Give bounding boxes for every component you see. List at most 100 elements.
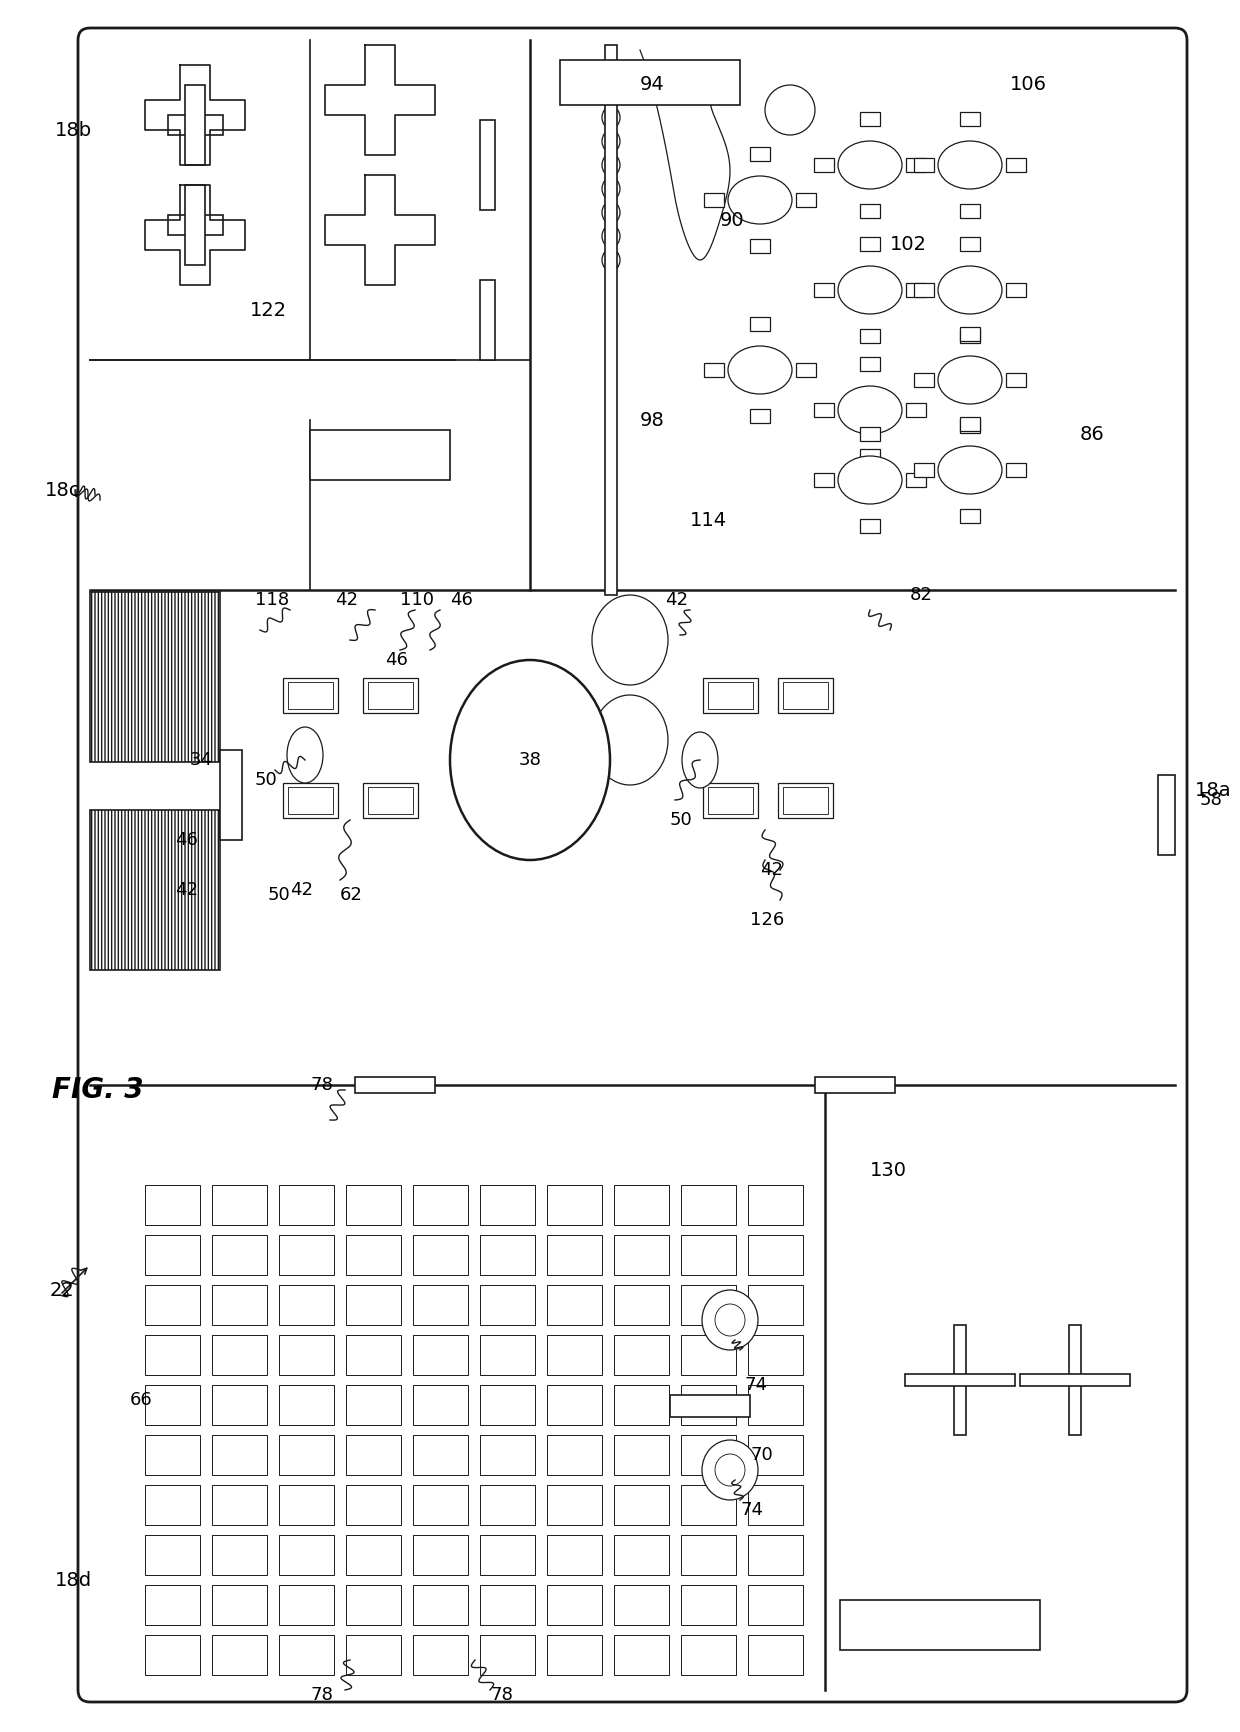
Ellipse shape xyxy=(838,140,901,189)
Bar xyxy=(145,1484,200,1524)
Bar xyxy=(614,1285,670,1325)
Bar xyxy=(681,1235,737,1275)
Text: 42: 42 xyxy=(760,861,782,880)
Bar xyxy=(145,1535,200,1574)
Bar xyxy=(145,1585,200,1625)
Bar xyxy=(547,1285,601,1325)
Bar xyxy=(91,592,219,762)
Bar xyxy=(413,1535,467,1574)
Bar xyxy=(480,1535,534,1574)
Text: 98: 98 xyxy=(640,410,665,430)
Bar xyxy=(906,473,926,487)
Bar xyxy=(614,1185,670,1225)
Bar xyxy=(1006,282,1025,296)
Bar xyxy=(413,1235,467,1275)
Ellipse shape xyxy=(838,456,901,504)
Bar xyxy=(547,1635,601,1675)
Text: FIG. 3: FIG. 3 xyxy=(52,1076,144,1103)
Bar xyxy=(614,1335,670,1375)
Text: 18d: 18d xyxy=(55,1571,92,1590)
Bar xyxy=(480,120,495,210)
Bar xyxy=(185,185,205,265)
Text: 74: 74 xyxy=(745,1375,768,1394)
Bar xyxy=(748,1185,804,1225)
Bar xyxy=(777,677,833,714)
Bar xyxy=(212,1285,267,1325)
Ellipse shape xyxy=(702,1439,758,1500)
Bar xyxy=(279,1535,334,1574)
Ellipse shape xyxy=(682,733,718,788)
Bar xyxy=(413,1285,467,1325)
Bar xyxy=(547,1386,601,1425)
Text: 90: 90 xyxy=(720,211,745,230)
Text: 86: 86 xyxy=(1080,426,1105,445)
Bar xyxy=(480,1436,534,1476)
Bar xyxy=(480,1484,534,1524)
Text: 42: 42 xyxy=(335,591,358,610)
Bar xyxy=(547,1436,601,1476)
Ellipse shape xyxy=(702,1290,758,1349)
Text: 106: 106 xyxy=(1011,76,1047,95)
Bar xyxy=(547,1335,601,1375)
Ellipse shape xyxy=(591,695,668,785)
Bar xyxy=(914,372,934,386)
Bar xyxy=(310,430,450,480)
Bar xyxy=(547,1185,601,1225)
Text: 58: 58 xyxy=(1200,792,1223,809)
Bar xyxy=(960,204,980,218)
Bar xyxy=(960,327,980,341)
Bar xyxy=(839,1600,1040,1651)
Bar xyxy=(1021,1373,1130,1386)
Bar xyxy=(547,1585,601,1625)
Text: 42: 42 xyxy=(665,591,688,610)
Text: 50: 50 xyxy=(268,887,290,904)
Bar xyxy=(954,1325,966,1436)
Bar xyxy=(782,682,828,708)
Ellipse shape xyxy=(838,386,901,435)
Bar xyxy=(708,786,753,814)
Bar xyxy=(279,1436,334,1476)
Bar xyxy=(346,1484,401,1524)
Bar xyxy=(906,404,926,417)
Bar xyxy=(212,1535,267,1574)
Bar xyxy=(355,1077,435,1093)
Text: 78: 78 xyxy=(310,1076,332,1095)
Bar xyxy=(914,462,934,476)
Ellipse shape xyxy=(715,1453,745,1486)
Bar xyxy=(1069,1325,1081,1436)
Bar xyxy=(145,1635,200,1675)
Text: 46: 46 xyxy=(384,651,408,669)
Bar xyxy=(748,1585,804,1625)
Bar xyxy=(212,1436,267,1476)
Bar xyxy=(750,147,770,161)
Bar xyxy=(219,750,242,840)
Bar xyxy=(185,85,205,165)
Bar xyxy=(861,449,880,462)
Bar xyxy=(681,1386,737,1425)
Bar xyxy=(914,158,934,171)
Bar xyxy=(960,509,980,523)
Bar xyxy=(750,317,770,331)
Bar xyxy=(960,417,980,431)
Bar xyxy=(861,113,880,126)
Bar xyxy=(480,1585,534,1625)
Bar xyxy=(279,1235,334,1275)
Bar xyxy=(283,783,339,818)
Bar xyxy=(748,1386,804,1425)
Bar xyxy=(861,204,880,218)
Bar xyxy=(413,1635,467,1675)
Bar xyxy=(480,281,495,360)
Text: 34: 34 xyxy=(190,752,213,769)
Bar xyxy=(708,682,753,708)
Text: 114: 114 xyxy=(689,511,727,530)
Bar xyxy=(1006,372,1025,386)
Bar xyxy=(703,783,758,818)
Bar xyxy=(547,1535,601,1574)
Bar xyxy=(861,237,880,251)
Bar xyxy=(346,1635,401,1675)
Bar xyxy=(748,1635,804,1675)
Bar xyxy=(288,786,334,814)
Bar xyxy=(704,364,724,378)
Bar xyxy=(212,1585,267,1625)
Bar xyxy=(1006,158,1025,171)
